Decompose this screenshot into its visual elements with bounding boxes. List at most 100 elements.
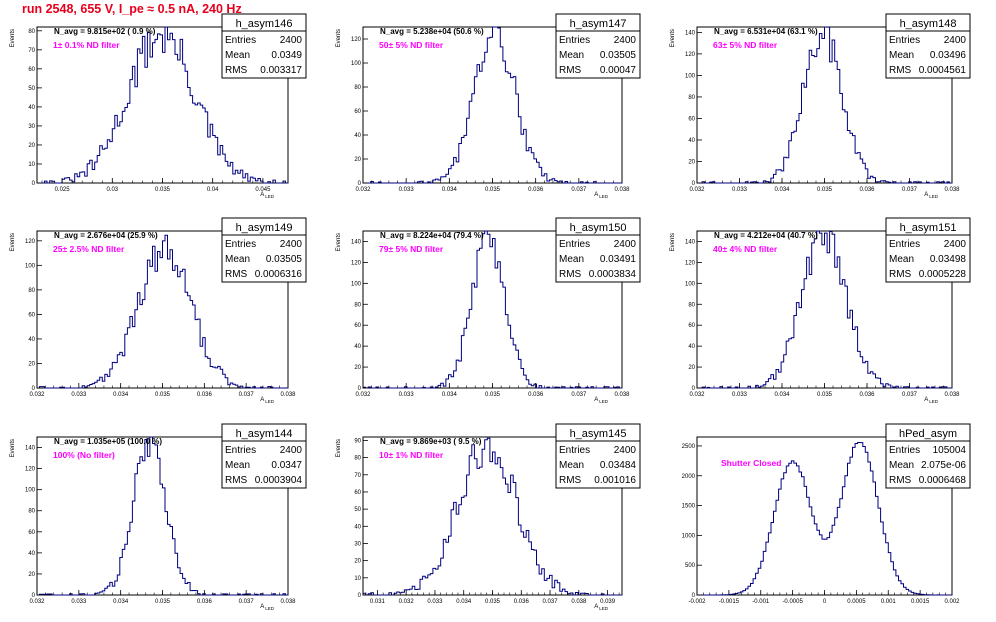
stats-title: h_asym147 (570, 18, 627, 30)
stats-box: h_asym151 Entries 2400 Mean 0.03498 RMS 0.0005… (885, 217, 971, 283)
y-tick-label: 1000 (682, 533, 696, 539)
stats-key: Mean (559, 460, 584, 471)
y-axis-label: Events (336, 439, 342, 457)
y-axis-label: Events (10, 29, 16, 47)
y-tick-label: 100 (25, 263, 36, 269)
x-tick-label: 0.038 (280, 599, 296, 605)
stats-title: hPed_asym (899, 428, 957, 440)
x-tick-label: 0.036 (514, 599, 530, 605)
y-tick-label: 100 (25, 488, 36, 494)
x-tick-label: 0.037 (902, 392, 918, 398)
stats-value: 0.03498 (930, 254, 967, 265)
x-tick-label: 0.035 (485, 187, 501, 193)
x-tick-label: 0.032 (355, 392, 371, 398)
y-axis-label: Events (10, 233, 16, 251)
stats-value: 2400 (944, 35, 967, 46)
stats-box: h_asym150 Entries 2400 Mean 0.03491 RMS 0.0003… (555, 217, 641, 283)
x-tick-label: 0.034 (442, 187, 458, 193)
y-tick-label: 90 (354, 438, 361, 444)
stats-value: 0.0006316 (255, 269, 303, 280)
y-tick-label: 120 (685, 260, 696, 266)
x-tick-label: 0.001 (881, 599, 897, 605)
stats-value: 2400 (280, 239, 303, 250)
x-tick-label: 0.035 (485, 599, 501, 605)
y-axis-label: Events (10, 439, 16, 457)
y-tick-label: 60 (688, 323, 695, 329)
x-tick-label: 0.035 (155, 187, 171, 193)
y-tick-label: 140 (25, 446, 36, 452)
y-tick-label: 1500 (682, 504, 696, 510)
y-tick-label: 100 (351, 61, 362, 67)
stats-key: Entries (559, 239, 590, 250)
x-tick-label: -0.002 (688, 599, 706, 605)
y-tick-label: 20 (688, 159, 695, 165)
x-axis-label: ALED (594, 192, 609, 199)
x-tick-label: 0.033 (732, 392, 748, 398)
stats-value: 0.03484 (600, 460, 637, 471)
y-tick-label: 70 (28, 48, 35, 54)
histogram-line (363, 437, 622, 596)
x-tick-label: 0.032 (689, 392, 705, 398)
x-tick-label: 0.033 (399, 187, 415, 193)
histogram-line (363, 26, 622, 184)
stats-key: Entries (889, 239, 920, 250)
y-tick-label: 0 (692, 181, 696, 187)
x-tick-label: 0.0015 (911, 599, 930, 605)
x-tick-label: 0.037 (239, 599, 255, 605)
x-tick-label: -0.0005 (782, 599, 803, 605)
y-tick-label: 80 (354, 456, 361, 462)
stats-value: 2400 (944, 239, 967, 250)
stats-value: 2.075e-06 (921, 460, 966, 471)
y-tick-label: 500 (685, 563, 696, 569)
histogram-h_asym149: 0.032 0.033 0.034 0.035 0.036 0.037 0.038 0 20 40… (10, 217, 307, 404)
x-axis-label: ALED (924, 192, 939, 199)
x-axis-label: ALED (260, 192, 275, 199)
x-tick-label: 0.032 (29, 392, 45, 398)
stats-title: h_asym150 (570, 222, 627, 234)
y-tick-label: 80 (28, 29, 35, 35)
stats-key: RMS (559, 269, 582, 280)
histogram-h_asym146: 0.025 0.03 0.035 0.04 0.045 0 10 20 30 40 50 60 70 80… (10, 13, 307, 199)
y-tick-label: 20 (354, 559, 361, 565)
y-tick-label: 20 (28, 143, 35, 149)
y-axis-label: Events (336, 233, 342, 251)
navg-label: N_avg = 8.224e+04 (79.4 %) (380, 231, 484, 240)
stats-title: h_asym149 (236, 222, 293, 234)
navg-label: N_avg = 9.869e+03 ( 9.5 %) (380, 437, 482, 446)
y-tick-label: 2000 (682, 474, 696, 480)
stats-value: 0.001016 (594, 475, 636, 486)
x-tick-label: 0 (823, 599, 827, 605)
y-tick-label: 20 (28, 361, 35, 367)
x-tick-label: 0.037 (543, 599, 559, 605)
y-tick-label: 140 (351, 239, 362, 245)
histogram-line (697, 442, 952, 596)
stats-value: 0.03491 (600, 254, 637, 265)
y-tick-label: 100 (685, 281, 696, 287)
stats-box: h_asym144 Entries 2400 Mean 0.0347 RMS 0.00039… (221, 423, 307, 489)
y-tick-label: 20 (354, 365, 361, 371)
x-tick-label: 0.045 (255, 187, 271, 193)
x-tick-label: 0.038 (944, 392, 960, 398)
x-tick-label: 0.036 (197, 599, 213, 605)
stats-title: h_asym145 (570, 428, 627, 440)
x-tick-label: 0.031 (370, 599, 386, 605)
x-tick-label: 0.038 (571, 599, 587, 605)
stats-key: RMS (225, 269, 248, 280)
filter-label: 50± 5% ND filter (379, 40, 444, 50)
x-tick-label: 0.034 (113, 599, 129, 605)
x-tick-label: 0.037 (571, 187, 587, 193)
y-tick-label: 40 (354, 524, 361, 530)
stats-box: h_asym149 Entries 2400 Mean 0.03505 RMS 0.0006… (221, 217, 307, 283)
x-tick-label: 0.034 (774, 392, 790, 398)
histogram-hPed_asym: -0.002 -0.0015 -0.001 -0.0005 0 0.0005 0.001 0.… (682, 423, 971, 605)
x-tick-label: 0.038 (614, 392, 630, 398)
x-axis-label: ALED (924, 397, 939, 404)
filter-label: 40± 4% ND filter (713, 244, 778, 254)
stats-key: Entries (889, 445, 920, 456)
stats-value: 105004 (933, 445, 967, 456)
y-tick-label: 140 (685, 30, 696, 36)
y-tick-label: 60 (28, 530, 35, 536)
stats-key: Mean (559, 254, 584, 265)
y-tick-label: 30 (354, 541, 361, 547)
stats-key: Entries (559, 35, 590, 46)
